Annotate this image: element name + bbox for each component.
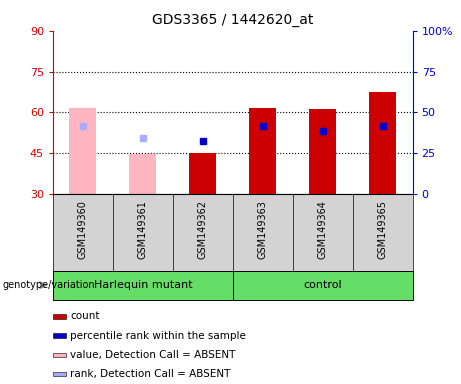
Text: control: control — [303, 280, 342, 290]
Text: count: count — [70, 311, 100, 321]
Bar — [369, 92, 396, 194]
Bar — [189, 152, 216, 194]
Text: value, Detection Call = ABSENT: value, Detection Call = ABSENT — [70, 350, 236, 360]
Text: GSM149365: GSM149365 — [378, 200, 388, 259]
Text: Harlequin mutant: Harlequin mutant — [94, 280, 192, 290]
Text: GSM149364: GSM149364 — [318, 200, 328, 259]
Text: percentile rank within the sample: percentile rank within the sample — [70, 331, 246, 341]
Bar — [249, 108, 276, 194]
Bar — [53, 271, 233, 300]
Text: rank, Detection Call = ABSENT: rank, Detection Call = ABSENT — [70, 369, 230, 379]
Bar — [309, 109, 336, 194]
Text: GSM149362: GSM149362 — [198, 200, 208, 259]
Bar — [70, 108, 96, 194]
Bar — [53, 353, 65, 357]
Title: GDS3365 / 1442620_at: GDS3365 / 1442620_at — [152, 13, 313, 27]
Bar — [130, 154, 156, 194]
Bar — [233, 271, 413, 300]
Bar — [53, 314, 65, 319]
Text: genotype/variation: genotype/variation — [2, 280, 95, 290]
Text: GSM149360: GSM149360 — [78, 200, 88, 259]
Bar — [53, 372, 65, 376]
Text: GSM149363: GSM149363 — [258, 200, 268, 259]
Text: GSM149361: GSM149361 — [138, 200, 148, 259]
Bar — [53, 333, 65, 338]
